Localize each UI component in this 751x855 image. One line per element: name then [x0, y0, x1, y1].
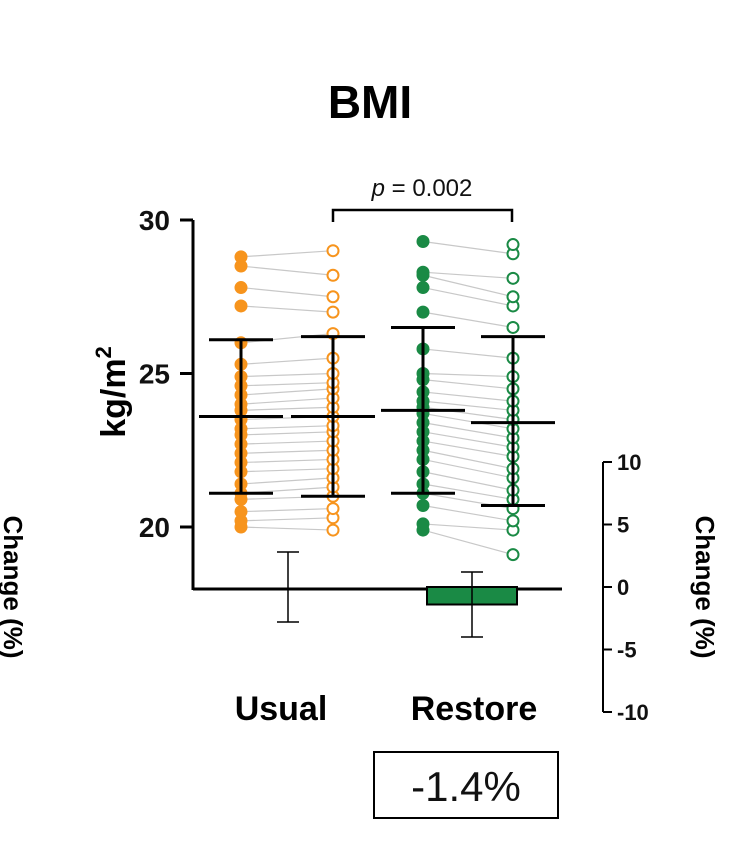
y-axis-label-superscript: 2 [91, 346, 116, 358]
data-point [234, 505, 248, 519]
connector-line [422, 400, 514, 411]
change-tick-label: 5 [617, 513, 629, 538]
connector-line [422, 458, 514, 479]
p-value-label: p = 0.002 [371, 175, 473, 202]
connector-line [422, 372, 514, 378]
y-tick-label: 30 [139, 205, 170, 236]
data-point [506, 548, 520, 562]
connector-line [240, 517, 334, 522]
paired-connector-lines [240, 240, 514, 556]
y-tick-label: 20 [139, 512, 170, 543]
data-point [506, 320, 520, 334]
data-points [234, 234, 520, 562]
connector-line [422, 274, 514, 298]
data-point [506, 290, 520, 304]
connector-line [422, 523, 514, 531]
data-point [416, 305, 430, 319]
connector-line [240, 526, 334, 531]
connector-line [240, 286, 334, 298]
change-tick-label: 0 [617, 575, 629, 600]
connector-line [422, 529, 514, 556]
connector-line [240, 305, 334, 313]
connector-line [422, 471, 514, 491]
y-axis-label-change-right: Change (%) [690, 516, 720, 659]
connector-line [422, 379, 514, 390]
data-point [416, 234, 430, 248]
significance-bracket [331, 208, 514, 222]
y-axis-label-change-left: Change (%) [0, 516, 28, 659]
connector-line [422, 431, 514, 448]
connector-line [240, 477, 334, 485]
connector-line [422, 412, 514, 430]
connector-line [240, 458, 334, 464]
data-point [416, 281, 430, 295]
data-point [326, 305, 340, 319]
change-tick-label: -10 [617, 700, 649, 725]
category-label-restore: Restore [411, 690, 538, 728]
connector-line [240, 397, 334, 405]
connector-line [422, 391, 514, 402]
change-value-text: -1.4% [411, 763, 521, 810]
data-point [326, 502, 340, 516]
data-point [326, 244, 340, 258]
connector-line [422, 483, 514, 500]
data-point [234, 299, 248, 313]
connector-line [422, 449, 514, 470]
connector-line [240, 431, 334, 436]
connector-line [422, 240, 514, 255]
connector-line [422, 348, 514, 359]
connector-line [422, 286, 514, 307]
connector-line [240, 449, 334, 454]
data-point [326, 268, 340, 282]
data-point [506, 514, 520, 528]
y-axis-label-main: kg/m2 [91, 346, 133, 438]
data-point [506, 238, 520, 252]
connector-line [240, 425, 334, 430]
y-ticks-main: 20 25 30 [139, 205, 193, 543]
connector-line [422, 504, 514, 522]
data-point [234, 281, 248, 295]
connector-line [240, 332, 334, 344]
chart-title: BMI [328, 76, 412, 128]
data-point [416, 499, 430, 513]
connector-line [240, 406, 334, 411]
change-value-box [373, 751, 559, 819]
connector-line [240, 372, 334, 378]
data-point [326, 290, 340, 304]
data-point [416, 265, 430, 279]
y-tick-label: 25 [139, 359, 170, 390]
connector-line [240, 382, 334, 387]
connector-line [422, 311, 514, 329]
category-label-usual: Usual [235, 690, 328, 728]
connector-line [422, 422, 514, 439]
connector-line [240, 440, 334, 445]
data-point [506, 271, 520, 285]
data-point [326, 523, 340, 537]
change-tick-label: 10 [617, 450, 641, 475]
change-bars [277, 551, 518, 638]
connector-line [240, 265, 334, 276]
connector-line [240, 357, 334, 365]
connector-line [240, 388, 334, 396]
data-point [234, 250, 248, 264]
connector-line [422, 440, 514, 457]
change-tick-label: -5 [617, 638, 637, 663]
y-ticks-change: 10 5 0 -5 -10 [603, 450, 649, 725]
connector-line [422, 271, 514, 279]
connector-line [240, 507, 334, 513]
data-point [416, 517, 430, 531]
connector-line [240, 468, 334, 473]
connector-line [240, 250, 334, 258]
mean-sd-bars [199, 325, 555, 508]
